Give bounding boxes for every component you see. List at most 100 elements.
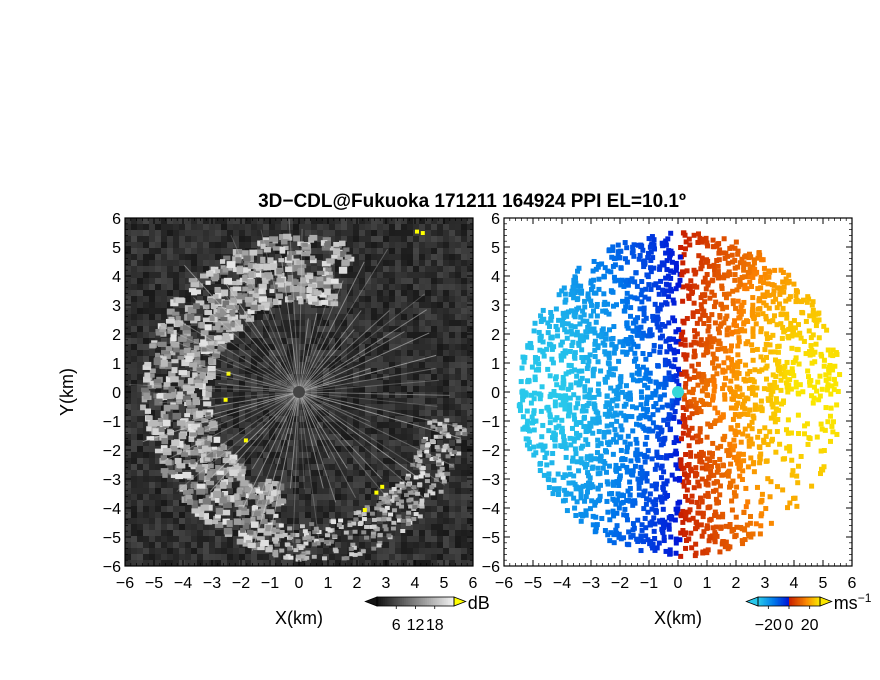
reflectivity-cell xyxy=(371,398,377,404)
reflectivity-echo xyxy=(413,501,419,506)
reflectivity-cell xyxy=(461,506,467,512)
reflectivity-cell xyxy=(383,476,389,482)
reflectivity-cell xyxy=(455,278,461,284)
reflectivity-cell xyxy=(179,266,185,272)
reflectivity-echo xyxy=(256,536,265,541)
reflectivity-cell xyxy=(221,374,227,380)
reflectivity-echo xyxy=(288,251,297,256)
reflectivity-echo xyxy=(170,404,179,410)
reflectivity-cell xyxy=(227,362,233,368)
reflectivity-cell xyxy=(383,536,389,542)
reflectivity-cell xyxy=(341,428,347,434)
reflectivity-cell xyxy=(365,554,371,560)
reflectivity-cell xyxy=(257,344,263,350)
reflectivity-cell xyxy=(317,314,323,320)
reflectivity-cell xyxy=(455,272,461,278)
reflectivity-ray xyxy=(292,391,300,543)
reflectivity-cell xyxy=(395,464,401,470)
velocity-echo xyxy=(696,483,702,489)
reflectivity-cell xyxy=(173,218,179,224)
reflectivity-cell xyxy=(221,224,227,230)
reflectivity-cell xyxy=(245,350,251,356)
reflectivity-echo xyxy=(183,330,191,338)
reflectivity-cell xyxy=(353,434,359,440)
reflectivity-cell xyxy=(419,398,425,404)
reflectivity-echo xyxy=(298,298,304,305)
reflectivity-cell xyxy=(371,332,377,338)
reflectivity-cell xyxy=(449,488,455,494)
reflectivity-cell xyxy=(131,266,137,272)
reflectivity-cell xyxy=(269,428,275,434)
reflectivity-cell xyxy=(329,434,335,440)
reflectivity-cell xyxy=(251,236,257,242)
reflectivity-echo xyxy=(336,523,342,528)
reflectivity-cell xyxy=(461,464,467,470)
reflectivity-echo xyxy=(436,461,442,466)
reflectivity-cell xyxy=(203,242,209,248)
reflectivity-cell xyxy=(167,548,173,554)
reflectivity-cell xyxy=(227,548,233,554)
reflectivity-cell xyxy=(455,500,461,506)
reflectivity-cell xyxy=(371,416,377,422)
reflectivity-cell xyxy=(395,218,401,224)
reflectivity-cell xyxy=(317,494,323,500)
reflectivity-echo xyxy=(156,393,164,401)
reflectivity-cell xyxy=(227,350,233,356)
reflectivity-echo xyxy=(214,497,221,503)
reflectivity-cell xyxy=(341,344,347,350)
reflectivity-echo xyxy=(309,288,319,296)
reflectivity-echo xyxy=(269,236,279,242)
reflectivity-cell xyxy=(425,416,431,422)
reflectivity-cell xyxy=(395,350,401,356)
reflectivity-cell xyxy=(323,482,329,488)
reflectivity-cell xyxy=(449,428,455,434)
reflectivity-echo xyxy=(326,274,334,280)
reflectivity-cell xyxy=(131,356,137,362)
reflectivity-cell xyxy=(245,476,251,482)
reflectivity-cell xyxy=(131,332,137,338)
reflectivity-cell xyxy=(413,536,419,542)
reflectivity-echo xyxy=(196,488,206,495)
reflectivity-cell xyxy=(347,308,353,314)
reflectivity-cell xyxy=(401,338,407,344)
reflectivity-cell xyxy=(299,254,305,260)
reflectivity-echo xyxy=(430,424,436,429)
reflectivity-cell xyxy=(287,428,293,434)
reflectivity-cell xyxy=(263,230,269,236)
reflectivity-echo xyxy=(279,534,285,539)
reflectivity-cell xyxy=(329,356,335,362)
reflectivity-echo xyxy=(333,241,340,247)
reflectivity-echo xyxy=(160,324,167,330)
reflectivity-echo xyxy=(358,520,364,525)
reflectivity-cell xyxy=(185,464,191,470)
reflectivity-cell xyxy=(155,302,161,308)
reflectivity-cell xyxy=(389,242,395,248)
reflectivity-echo xyxy=(177,441,184,448)
reflectivity-cell xyxy=(437,290,443,296)
reflectivity-cell xyxy=(341,518,347,524)
reflectivity-cell xyxy=(281,344,287,350)
reflectivity-cell xyxy=(305,326,311,332)
reflectivity-echo xyxy=(209,469,218,476)
reflectivity-cell xyxy=(365,380,371,386)
reflectivity-echo xyxy=(456,439,462,444)
reflectivity-cell xyxy=(467,524,473,530)
reflectivity-cell xyxy=(377,230,383,236)
reflectivity-echo xyxy=(183,328,191,334)
reflectivity-cell xyxy=(347,290,353,296)
reflectivity-cell xyxy=(365,542,371,548)
reflectivity-echo xyxy=(228,477,234,483)
reflectivity-cell xyxy=(449,386,455,392)
reflectivity-cell xyxy=(137,230,143,236)
reflectivity-echo xyxy=(179,350,187,356)
reflectivity-echo xyxy=(229,325,238,332)
reflectivity-echo xyxy=(405,521,411,526)
reflectivity-cell xyxy=(161,524,167,530)
reflectivity-cell xyxy=(347,326,353,332)
reflectivity-echo xyxy=(411,517,417,522)
reflectivity-cell xyxy=(407,416,413,422)
reflectivity-cell xyxy=(383,482,389,488)
reflectivity-cell xyxy=(467,242,473,248)
reflectivity-cell xyxy=(335,296,341,302)
reflectivity-echo xyxy=(382,508,388,513)
